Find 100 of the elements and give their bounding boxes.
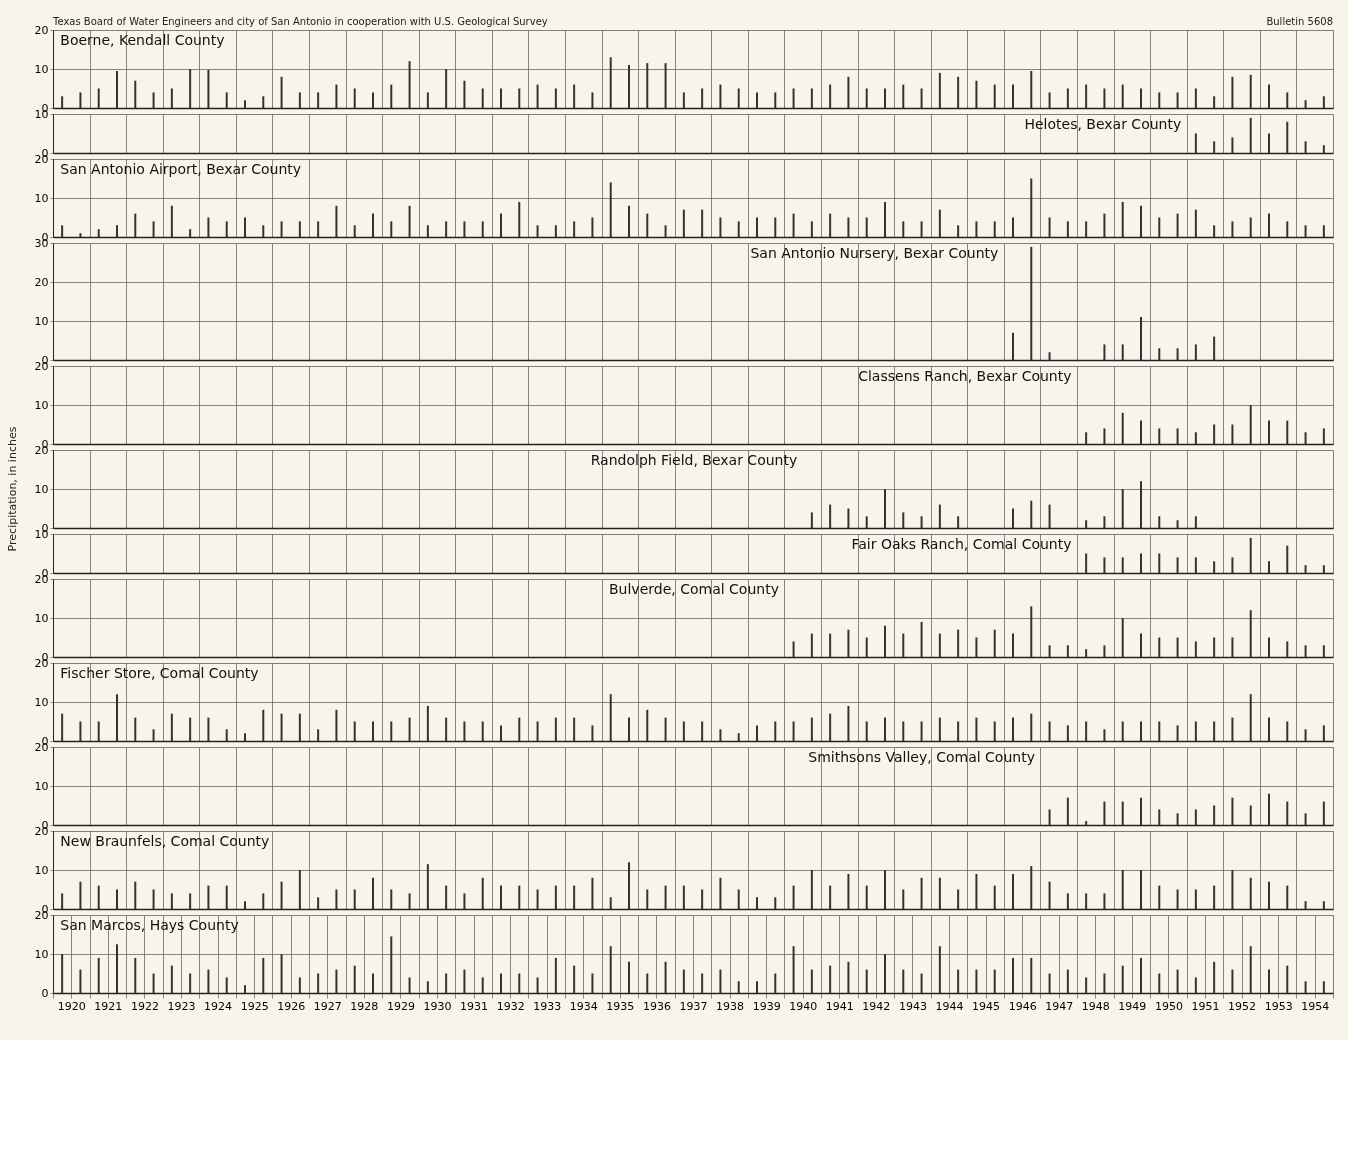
- chart-title: New Braunfels, Comal County: [60, 833, 270, 849]
- bar: [865, 217, 868, 237]
- bar: [500, 213, 502, 237]
- bar: [61, 893, 64, 909]
- y-tick-label: 20: [34, 275, 49, 289]
- bar: [920, 221, 923, 237]
- bar: [317, 221, 320, 237]
- bar: [262, 96, 265, 108]
- bar: [884, 870, 886, 909]
- bar: [1048, 504, 1051, 528]
- x-tick-label: 1923: [167, 999, 196, 1013]
- bar: [1048, 92, 1051, 108]
- bar: [774, 92, 777, 108]
- bar: [1158, 637, 1161, 657]
- bar: [1249, 217, 1252, 237]
- bar: [1140, 553, 1142, 573]
- chart-title: Smithsons Valley, Comal County: [808, 749, 1035, 765]
- bar: [1121, 201, 1124, 237]
- bar: [865, 721, 868, 741]
- text: Texas Board of Water Engineers and city of San Antonio in cooperation with U.S. Geological Survey: [52, 16, 548, 27]
- bar: [1249, 610, 1252, 657]
- bar: [1213, 561, 1216, 573]
- bar: [225, 729, 228, 741]
- bar: [1176, 520, 1179, 528]
- bar: [463, 969, 466, 993]
- bar: [902, 633, 905, 657]
- bar: [408, 61, 411, 108]
- bar: [1066, 88, 1069, 108]
- bar: [244, 733, 246, 741]
- bar: [262, 957, 265, 993]
- bar: [390, 889, 393, 909]
- bar: [554, 717, 557, 741]
- x-tick-label: 1952: [1228, 999, 1257, 1013]
- bar: [1085, 84, 1088, 108]
- bar: [884, 954, 886, 993]
- bar: [609, 946, 612, 993]
- bar: [920, 721, 923, 741]
- bar: [1213, 225, 1216, 237]
- x-tick-label: 1937: [679, 999, 708, 1013]
- bar: [1249, 74, 1252, 108]
- bar: [993, 885, 996, 909]
- bar: [554, 957, 557, 993]
- bar: [500, 88, 502, 108]
- bar: [554, 88, 557, 108]
- bar: [79, 92, 82, 108]
- bar: [865, 969, 868, 993]
- bar: [152, 973, 155, 993]
- bar: [719, 729, 722, 741]
- bar: [463, 80, 466, 108]
- x-tick-label: 1927: [313, 999, 342, 1013]
- bar: [1085, 649, 1088, 657]
- bar: [225, 221, 228, 237]
- bar: [591, 973, 594, 993]
- bar: [920, 516, 923, 528]
- bar: [1194, 721, 1197, 741]
- bar: [1268, 793, 1270, 825]
- bar: [1249, 877, 1252, 909]
- bar: [1085, 721, 1088, 741]
- y-tick-label: 10: [34, 398, 49, 412]
- bar: [61, 225, 64, 237]
- bar: [1012, 873, 1014, 909]
- bar: [170, 88, 173, 108]
- bar: [1048, 352, 1051, 360]
- bar: [445, 885, 448, 909]
- x-tick-label: 1925: [240, 999, 269, 1013]
- bar: [701, 209, 704, 237]
- bar: [810, 717, 813, 741]
- bar: [810, 870, 813, 909]
- bar: [225, 885, 228, 909]
- bar: [390, 721, 393, 741]
- bar: [774, 217, 777, 237]
- y-tick-label: 10: [34, 695, 49, 709]
- bar: [426, 981, 429, 993]
- bar: [1103, 213, 1106, 237]
- bar: [317, 92, 320, 108]
- bar: [1176, 92, 1179, 108]
- chart-title: Fischer Store, Comal County: [60, 665, 259, 681]
- text: Bulletin 5608: [1266, 16, 1333, 27]
- y-axis-title: Precipitation, in inches: [6, 426, 19, 552]
- x-tick-label: 1929: [386, 999, 415, 1013]
- bar: [1066, 969, 1069, 993]
- x-tick-label: 1924: [204, 999, 233, 1013]
- bar: [1158, 516, 1161, 528]
- bar: [353, 721, 356, 741]
- bar: [317, 729, 320, 741]
- bar: [993, 629, 996, 657]
- bar: [426, 225, 429, 237]
- bar: [1103, 428, 1106, 444]
- bar: [1286, 965, 1289, 993]
- bar: [518, 885, 521, 909]
- bar: [957, 969, 960, 993]
- bar: [591, 92, 594, 108]
- bar: [500, 725, 502, 741]
- bar: [170, 965, 173, 993]
- bar: [938, 946, 941, 993]
- bar: [1322, 145, 1325, 153]
- bar: [353, 889, 356, 909]
- bar: [1121, 489, 1124, 528]
- bar: [1048, 721, 1051, 741]
- bar: [1322, 801, 1325, 825]
